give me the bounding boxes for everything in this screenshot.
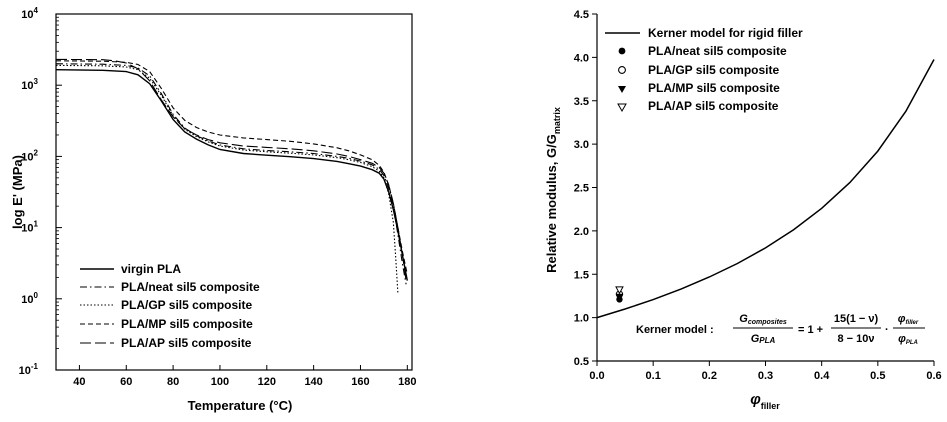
formula-phi-denominator: φPLA <box>898 333 918 346</box>
c1-legend-label-2: PLA/GP sil5 composite <box>121 298 252 312</box>
chart-relative-modulus: 0.0 0.1 0.2 0.3 0.4 0.5 0.6 0.5 1.0 1.5 2.0 2.5 3.0… <box>544 9 942 411</box>
c1-y-tick-label-0: 10-1 <box>19 362 39 377</box>
c1-y-tick-label-4: 103 <box>21 77 38 92</box>
c2-y-tick-label-5: 3.0 <box>574 139 589 151</box>
c2-legend-label-0: Kerner model for rigid filler <box>648 26 803 40</box>
formula-frac-denominator: 8 − 10ν <box>837 333 874 345</box>
c2-x-tick-label-5: 0.5 <box>870 370 885 382</box>
c2-x-tick-label-1: 0.1 <box>646 370 661 382</box>
c1-series-line-2 <box>55 64 399 294</box>
c1-series-line-3 <box>55 60 408 275</box>
c1-x-tick-label-5: 140 <box>304 376 322 388</box>
formula-lhs-numerator: Gcomposites <box>739 313 787 326</box>
c2-y-tick-label-4: 2.5 <box>574 183 589 195</box>
c1-plot-frame <box>55 13 413 371</box>
formula-frac-numerator: 15(1 − ν) <box>834 313 879 325</box>
c1-x-tick-label-0: 40 <box>73 376 85 388</box>
c1-x-axis-title: Temperature (°C) <box>188 398 293 413</box>
c2-y-tick-label-8: 4.5 <box>574 9 589 21</box>
c2-legend: Kerner model for rigid filler PLA/neat s… <box>605 26 803 113</box>
c1-x-tick-label-1: 60 <box>120 376 132 388</box>
c2-x-tick-label-0: 0.0 <box>589 370 604 382</box>
chart-storage-modulus: 40 60 80 100 120 140 160 180 10-110010110210310… <box>10 6 416 413</box>
c2-legend-marker-filled-triangle <box>618 86 626 93</box>
c1-x-tick-label-7: 180 <box>398 376 416 388</box>
c1-x-ticks: 40 60 80 100 120 140 160 180 <box>73 365 416 388</box>
c2-y-tick-label-3: 2.0 <box>574 226 589 238</box>
c1-y-axis-title: log E' (MPa) <box>10 155 25 229</box>
c2-legend-marker-filled-circle <box>618 47 626 55</box>
c1-series-line-1 <box>55 63 407 285</box>
c2-data-point-filled-triangle-down <box>615 293 623 301</box>
c1-legend-label-1: PLA/neat sil5 composite <box>121 280 260 294</box>
formula-phi-numerator: φfiller <box>898 313 919 326</box>
formula-dot: · <box>885 324 889 336</box>
c1-y-tick-label-5: 104 <box>21 6 38 21</box>
c2-y-ticks: 0.5 1.0 1.5 2.0 2.5 3.0 3.5 4.0 4.5 <box>574 9 597 368</box>
c2-kerner-model-curve <box>596 59 935 319</box>
formula-prefix: Kerner model : <box>636 324 714 336</box>
c2-x-tick-label-3: 0.3 <box>758 370 773 382</box>
c2-y-tick-label-6: 3.5 <box>574 96 589 108</box>
c1-series-group <box>55 58 408 294</box>
c2-x-tick-label-2: 0.2 <box>702 370 717 382</box>
c2-legend-label-3: PLA/MP sil5 composite <box>648 81 780 95</box>
c2-y-tick-label-0: 0.5 <box>574 356 589 368</box>
formula-equals: = 1 + <box>798 324 823 336</box>
c2-x-ticks: 0.0 0.1 0.2 0.3 0.4 0.5 0.6 <box>589 361 942 382</box>
c1-y-tick-label-3: 102 <box>21 148 38 163</box>
c2-y-tick-label-2: 1.5 <box>574 269 589 281</box>
c1-legend-label-4: PLA/AP sil5 composite <box>121 336 252 350</box>
c2-y-axis-title: Relative modulus, G/Gmatrix <box>544 107 562 273</box>
c2-x-axis-title: φfiller <box>750 391 780 411</box>
c2-y-tick-label-1: 1.0 <box>574 313 589 325</box>
c1-x-tick-label-3: 100 <box>211 376 229 388</box>
c1-legend: virgin PLA PLA/neat sil5 composite PLA/G… <box>80 262 260 350</box>
c1-x-tick-label-2: 80 <box>167 376 179 388</box>
c1-y-tick-label-1: 100 <box>21 291 38 306</box>
c1-x-tick-label-6: 160 <box>351 376 369 388</box>
c2-legend-marker-open-circle <box>618 66 626 74</box>
c2-series-group <box>596 59 935 319</box>
c2-data-point-open-triangle-down <box>615 286 624 295</box>
c2-legend-label-1: PLA/neat sil5 composite <box>648 44 787 58</box>
c2-y-tick-label-7: 4.0 <box>574 52 589 64</box>
c1-series-line-0 <box>55 69 408 281</box>
c1-x-tick-label-4: 120 <box>258 376 276 388</box>
c2-legend-label-2: PLA/GP sil5 composite <box>648 63 779 77</box>
c1-y-tick-label-2: 101 <box>21 220 38 235</box>
c2-x-tick-label-6: 0.6 <box>926 370 941 382</box>
c2-legend-label-4: PLA/AP sil5 composite <box>648 99 779 113</box>
c1-series-line-4 <box>55 58 407 281</box>
c1-legend-label-3: PLA/MP sil5 composite <box>121 317 253 331</box>
c1-y-ticks: 10-1 100 101 102 103 104 <box>19 6 62 377</box>
c2-legend-marker-open-triangle <box>617 103 627 113</box>
formula-lhs-denominator: GPLA <box>751 333 776 345</box>
c2-x-tick-label-4: 0.4 <box>814 370 830 382</box>
kerner-formula-annotation: Kerner model : Gcomposites GPLA = 1 + 15… <box>636 313 925 346</box>
c1-legend-label-0: virgin PLA <box>121 262 181 276</box>
